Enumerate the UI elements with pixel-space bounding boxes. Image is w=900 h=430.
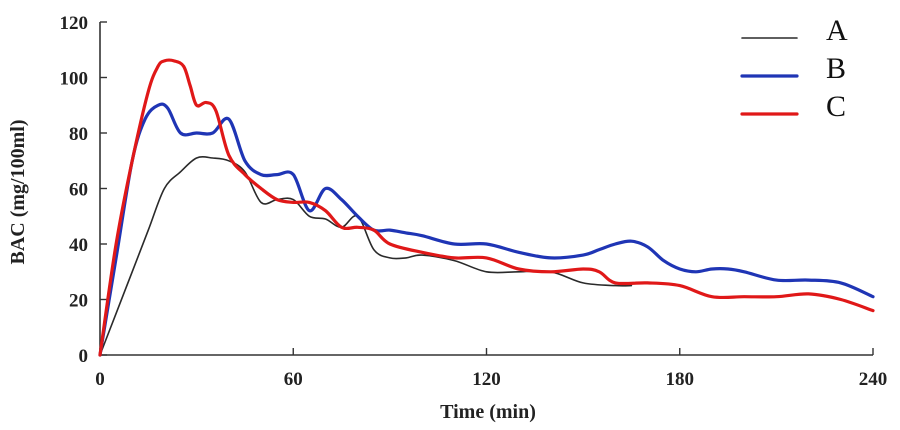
y-tick-label: 80 xyxy=(69,124,88,145)
series-line-b xyxy=(98,102,875,357)
series-line-c xyxy=(98,58,875,357)
x-axis-title: Time (min) xyxy=(440,401,536,423)
y-tick-label: 40 xyxy=(69,235,88,256)
legend: ABC xyxy=(740,14,848,123)
plot-area xyxy=(98,58,875,357)
y-tick-label: 0 xyxy=(79,346,89,367)
legend-label-a: A xyxy=(826,14,848,47)
y-axis-title: BAC (mg/100ml) xyxy=(7,120,29,265)
y-tick-label: 20 xyxy=(69,291,88,312)
x-tick-label: 180 xyxy=(666,369,695,390)
x-tick-label: 60 xyxy=(284,369,303,390)
x-tick-label: 240 xyxy=(859,369,888,390)
x-tick-label: 0 xyxy=(95,369,105,390)
series-line-a xyxy=(99,156,633,356)
y-tick-label: 60 xyxy=(69,180,88,201)
legend-label-c: C xyxy=(826,90,846,123)
legend-label-b: B xyxy=(826,52,846,85)
y-tick-label: 120 xyxy=(60,13,89,34)
y-tick-label: 100 xyxy=(60,69,89,90)
x-tick-label: 120 xyxy=(472,369,501,390)
axes: 0 60 120 180 240 0 20 40 60 80 100 120 xyxy=(60,13,888,390)
